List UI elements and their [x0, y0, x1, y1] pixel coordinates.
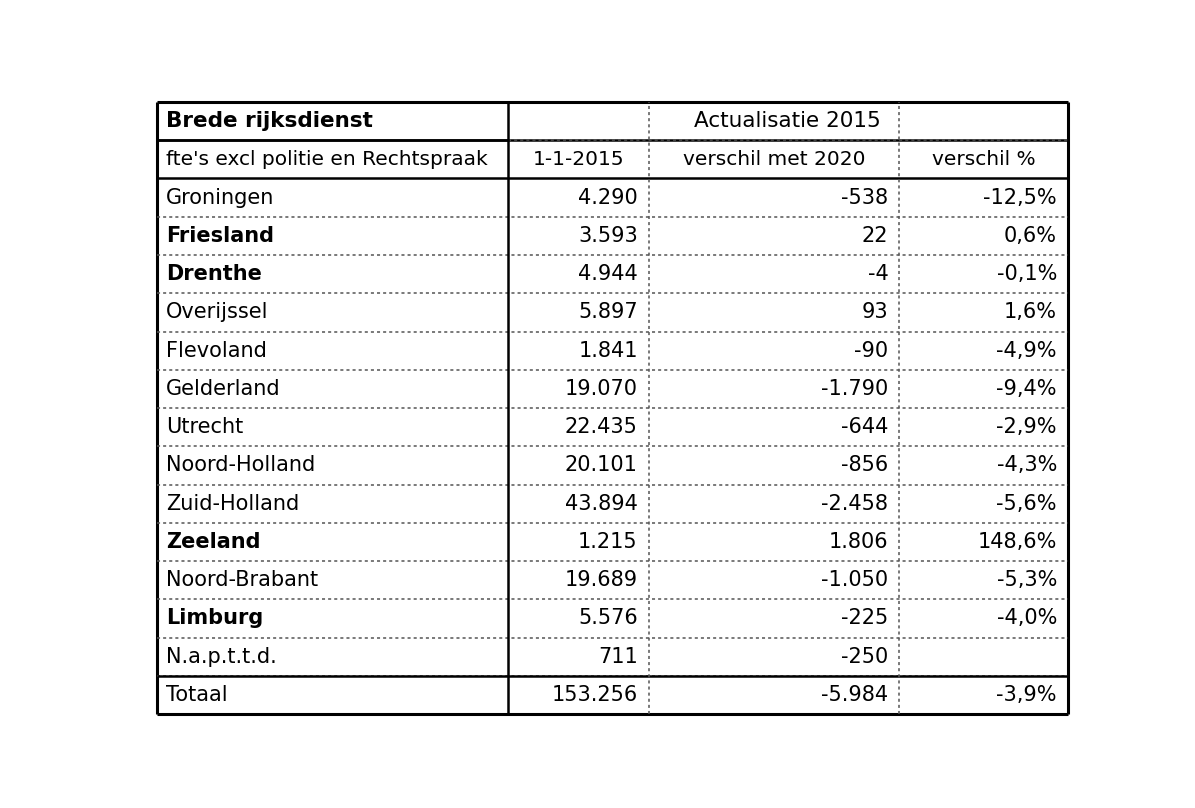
Text: -12,5%: -12,5%	[983, 187, 1056, 208]
Text: 153.256: 153.256	[552, 685, 638, 705]
Text: 3.593: 3.593	[578, 226, 638, 246]
Text: -644: -644	[841, 417, 888, 437]
Text: 1.841: 1.841	[578, 341, 638, 360]
Text: fte's excl politie en Rechtspraak: fte's excl politie en Rechtspraak	[166, 149, 488, 169]
Text: 22.435: 22.435	[565, 417, 638, 437]
Text: 148,6%: 148,6%	[978, 532, 1056, 552]
Text: -2,9%: -2,9%	[997, 417, 1056, 437]
Text: -5,3%: -5,3%	[997, 570, 1056, 590]
Text: 1.806: 1.806	[829, 532, 888, 552]
Text: -3,9%: -3,9%	[997, 685, 1056, 705]
Text: -0,1%: -0,1%	[997, 264, 1056, 284]
Text: -2.458: -2.458	[821, 494, 888, 514]
Text: 19.689: 19.689	[565, 570, 638, 590]
Text: -538: -538	[841, 187, 888, 208]
Text: -225: -225	[841, 608, 888, 629]
Text: Friesland: Friesland	[166, 226, 274, 246]
Text: 20.101: 20.101	[565, 456, 638, 475]
Text: 5.576: 5.576	[578, 608, 638, 629]
Text: -1.790: -1.790	[821, 379, 888, 399]
Text: 4.290: 4.290	[578, 187, 638, 208]
Text: -5,6%: -5,6%	[997, 494, 1056, 514]
Text: -856: -856	[841, 456, 888, 475]
Text: 0,6%: 0,6%	[1004, 226, 1056, 246]
Text: N.a.p.t.t.d.: N.a.p.t.t.d.	[166, 646, 277, 667]
Text: 1.215: 1.215	[578, 532, 638, 552]
Text: -90: -90	[854, 341, 888, 360]
Text: Flevoland: Flevoland	[166, 341, 266, 360]
Text: Groningen: Groningen	[166, 187, 275, 208]
Text: Utrecht: Utrecht	[166, 417, 244, 437]
Text: Noord-Holland: Noord-Holland	[166, 456, 315, 475]
Text: 5.897: 5.897	[578, 302, 638, 322]
Text: -4: -4	[868, 264, 888, 284]
Text: verschil %: verschil %	[932, 149, 1036, 169]
Text: Zeeland: Zeeland	[166, 532, 261, 552]
Text: 711: 711	[598, 646, 638, 667]
Text: -5.984: -5.984	[821, 685, 888, 705]
Text: -250: -250	[841, 646, 888, 667]
Text: 1,6%: 1,6%	[1004, 302, 1056, 322]
Text: Limburg: Limburg	[166, 608, 263, 629]
Text: Totaal: Totaal	[166, 685, 228, 705]
Text: -1.050: -1.050	[821, 570, 888, 590]
Text: Overijssel: Overijssel	[166, 302, 269, 322]
Text: Actualisatie 2015: Actualisatie 2015	[694, 111, 881, 131]
Text: 22: 22	[862, 226, 888, 246]
Text: 4.944: 4.944	[578, 264, 638, 284]
Text: Zuid-Holland: Zuid-Holland	[166, 494, 299, 514]
Text: 43.894: 43.894	[565, 494, 638, 514]
Text: Brede rijksdienst: Brede rijksdienst	[166, 111, 373, 131]
Text: -9,4%: -9,4%	[997, 379, 1056, 399]
Text: Drenthe: Drenthe	[166, 264, 262, 284]
Text: -4,3%: -4,3%	[997, 456, 1056, 475]
Text: Noord-Brabant: Noord-Brabant	[166, 570, 318, 590]
Text: 1-1-2015: 1-1-2015	[533, 149, 624, 169]
Text: verschil met 2020: verschil met 2020	[684, 149, 865, 169]
Text: Gelderland: Gelderland	[166, 379, 281, 399]
Text: -4,9%: -4,9%	[997, 341, 1056, 360]
Text: -4,0%: -4,0%	[997, 608, 1056, 629]
Text: 93: 93	[862, 302, 888, 322]
Text: 19.070: 19.070	[565, 379, 638, 399]
